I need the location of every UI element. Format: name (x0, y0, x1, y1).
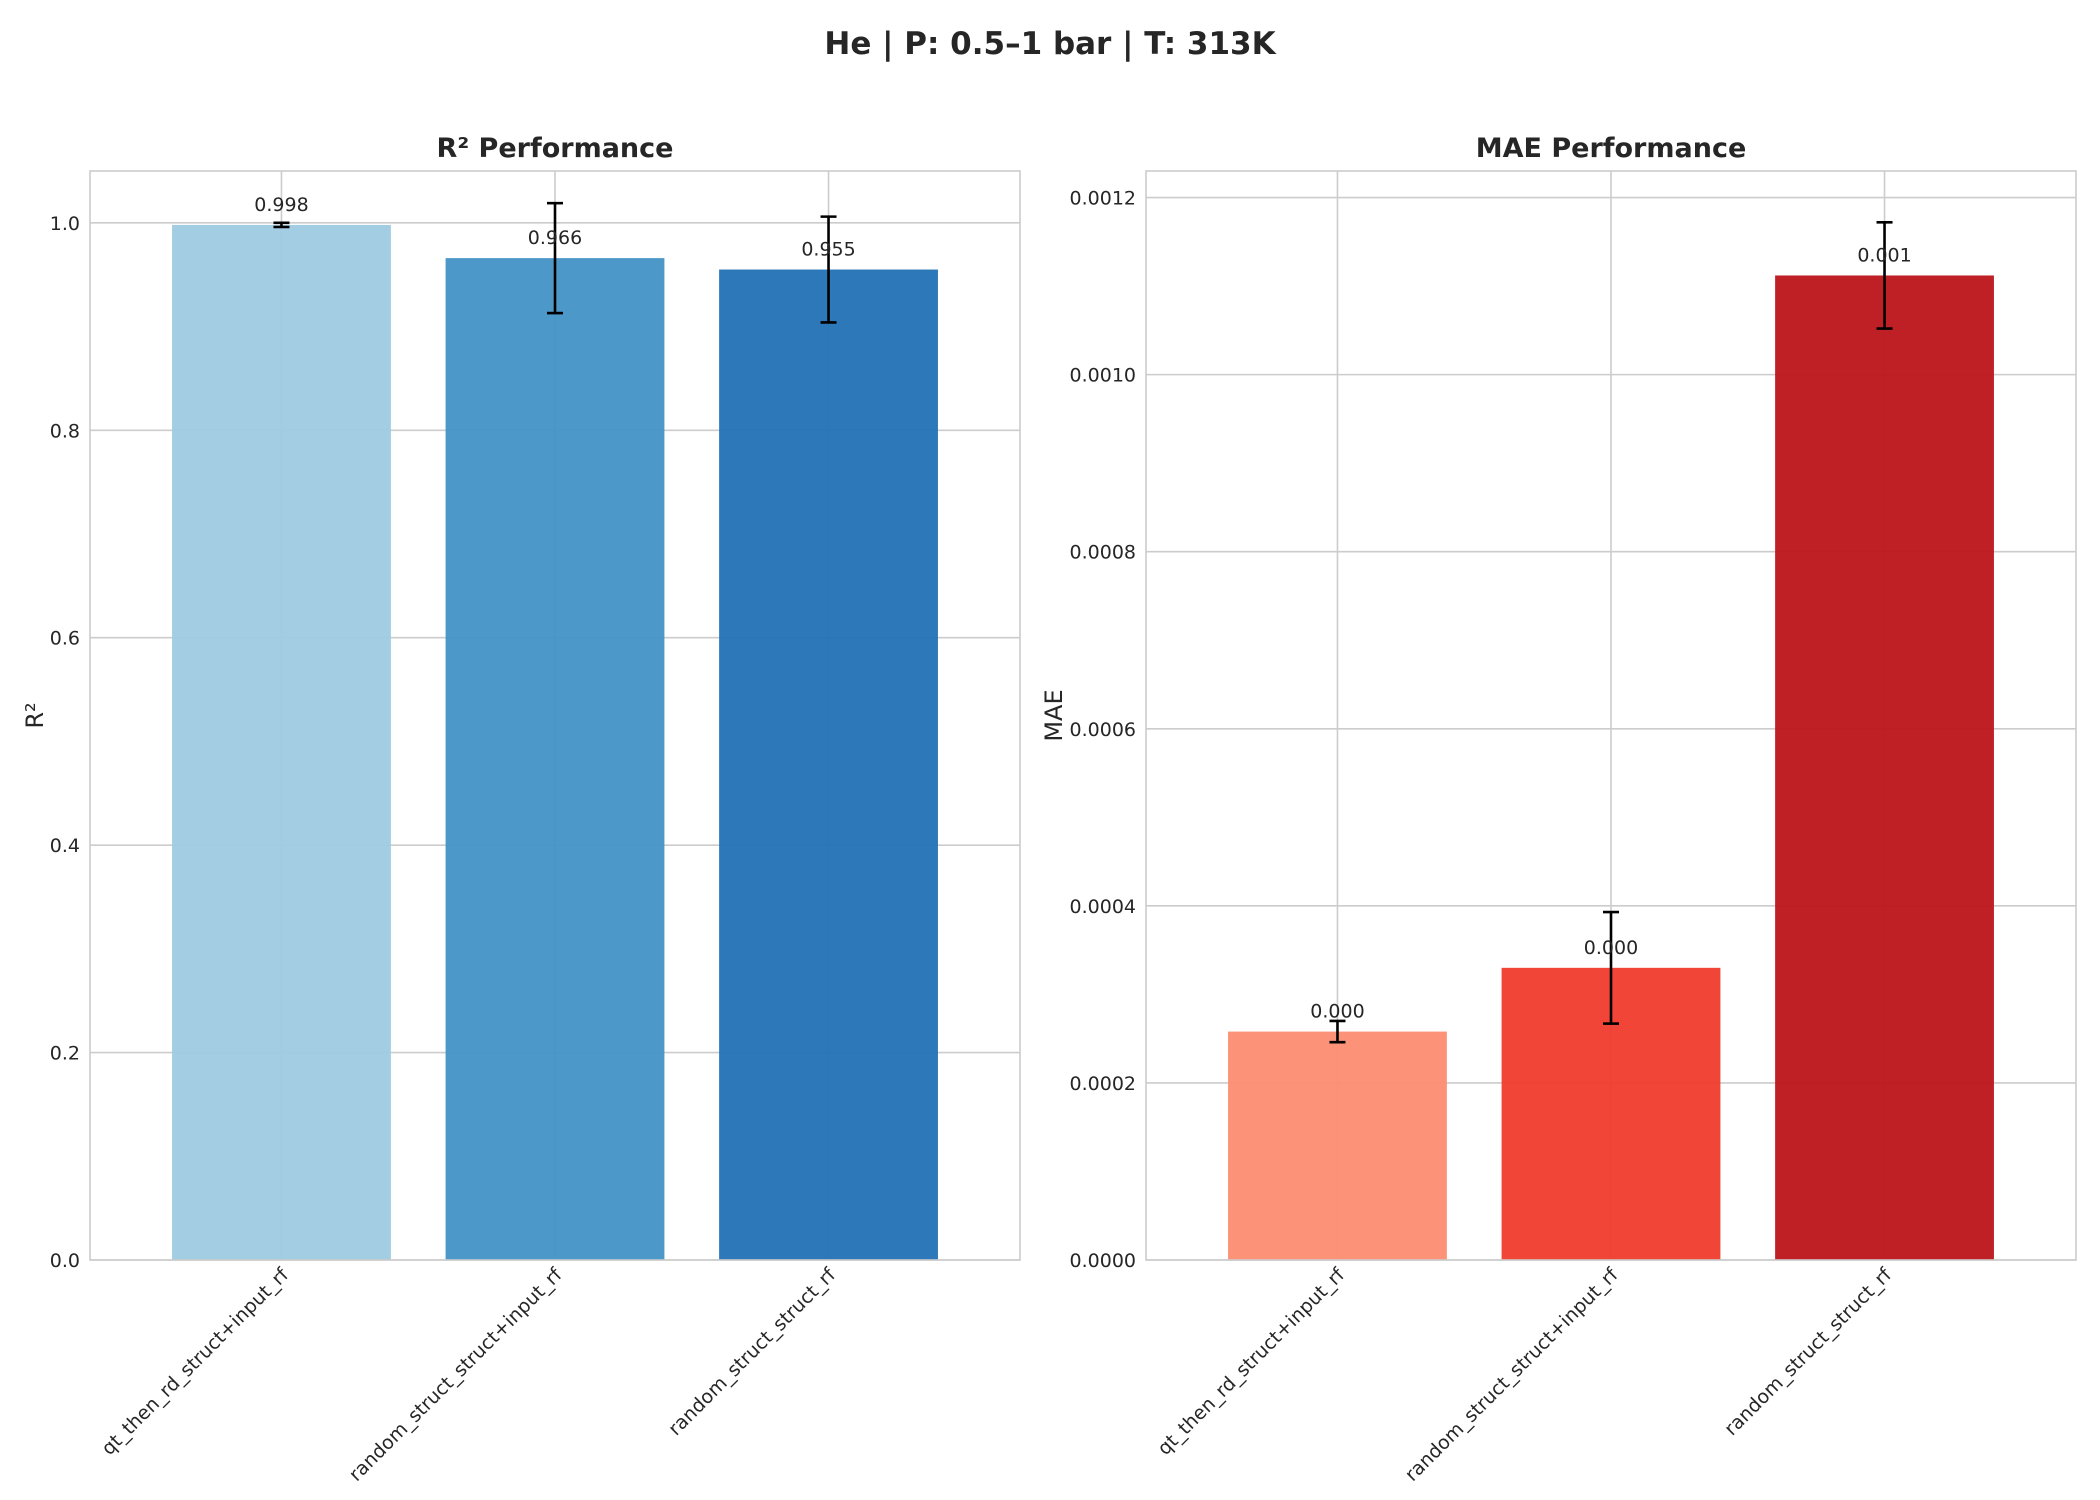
axes-frame (89, 170, 1021, 1261)
x-tick-label: random_struct_struct+input_rf (345, 1263, 568, 1486)
data-label-1: 0.998 (254, 194, 308, 216)
bar-1 (172, 224, 391, 1261)
y-tick-label: 0.0010 (1070, 365, 1136, 387)
mae-performance-panel: MAE Performance 0.0000 0.0002 0.0004 0.0006 0… (1040, 133, 2077, 1486)
x-tick-label: random_struct_struct_rf (664, 1263, 841, 1440)
y-tick-label: 0.2 (50, 1043, 80, 1065)
bar-3 (1775, 275, 1994, 1261)
y-tick-label: 0.0008 (1070, 542, 1136, 564)
x-tick-label: random_struct_struct+input_rf (1401, 1263, 1624, 1486)
bar-3 (719, 269, 938, 1260)
y-tick-label: 1.0 (50, 213, 80, 235)
y-tick-label: 0.0004 (1070, 896, 1136, 918)
bar-2 (445, 258, 665, 1260)
y-tick-label: 0.4 (50, 835, 80, 857)
error-bar-1 (273, 221, 290, 229)
data-label-2: 0.966 (528, 227, 582, 249)
data-label-3: 0.001 (1857, 244, 1911, 266)
y-tick-label: 0.6 (50, 628, 80, 650)
bar-1 (1228, 1031, 1447, 1260)
r2-performance-panel: R² Performance 0.0 0.2 0.4 0.6 0.8 1.0 0.998 0.9… (21, 133, 1021, 1486)
chart-title: R² Performance (437, 133, 674, 164)
y-tick-label: 0.0006 (1070, 719, 1136, 741)
x-tick-label: qt_then_rd_struct+input_rf (97, 1263, 294, 1460)
chart-title: MAE Performance (1476, 133, 1747, 164)
y-axis-label: MAE (1040, 689, 1068, 741)
y-tick-label: 0.0002 (1070, 1073, 1136, 1095)
error-bar-2 (547, 201, 563, 315)
error-bar-3 (820, 215, 837, 324)
data-label-1: 0.000 (1310, 1001, 1364, 1023)
error-bar-3 (1876, 221, 1893, 330)
y-tick-label: 0.0000 (1070, 1250, 1136, 1272)
error-bar-1 (1329, 1019, 1346, 1044)
figure-title: He | P: 0.5–1 bar | T: 313K (824, 26, 1276, 62)
x-tick-label: qt_then_rd_struct+input_rf (1153, 1263, 1350, 1460)
error-bar-2 (1603, 910, 1619, 1025)
y-tick-label: 0.8 (50, 420, 80, 442)
axes-frame (1145, 170, 2077, 1261)
data-label-3: 0.955 (801, 239, 855, 261)
y-axis-label: R² (21, 702, 49, 728)
x-tick-label: random_struct_struct_rf (1720, 1263, 1897, 1440)
data-label-2: 0.000 (1584, 937, 1638, 959)
y-tick-label: 0.0 (50, 1250, 80, 1272)
y-tick-label: 0.0012 (1070, 188, 1136, 210)
